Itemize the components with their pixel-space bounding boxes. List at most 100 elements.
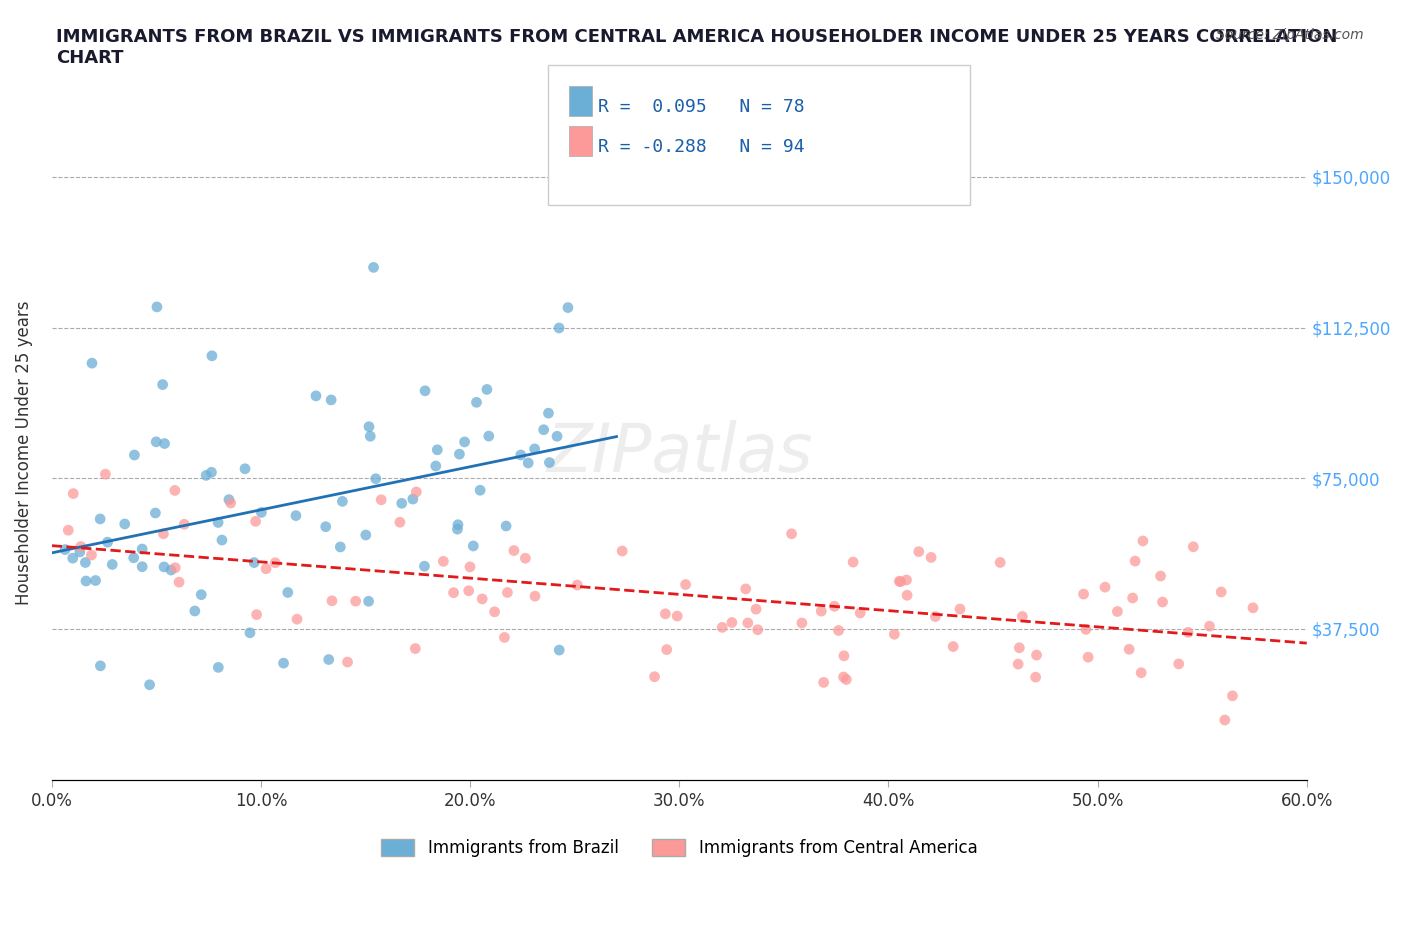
Point (58, 523, 80, 538)
Point (388, 515, 411, 530)
Point (160, 563, 183, 578)
Point (405, 485, 427, 499)
Point (920, 550, 942, 565)
Point (747, 622, 769, 637)
Point (357, 594, 380, 609)
Point (124, 447, 146, 462)
Text: R = -0.288   N = 94: R = -0.288 N = 94 (598, 138, 804, 155)
Point (152, 526, 174, 541)
Point (896, 588, 918, 603)
Point (153, 436, 176, 451)
Point (889, 574, 911, 589)
Point (329, 539, 352, 554)
Point (813, 675, 835, 690)
Point (131, 541, 153, 556)
Point (184, 604, 207, 618)
Point (523, 442, 546, 457)
Point (533, 422, 555, 437)
Point (446, 522, 468, 537)
Point (62, 486, 84, 501)
Point (942, 639, 965, 654)
Point (153, 560, 176, 575)
Point (69, 544, 91, 559)
Point (509, 447, 531, 462)
Point (354, 527, 377, 542)
Point (1025, 647, 1047, 662)
Point (94, 467, 117, 482)
Point (246, 607, 269, 622)
Point (207, 660, 229, 675)
Point (138, 677, 160, 692)
Y-axis label: Householder Income Under 25 years: Householder Income Under 25 years (15, 301, 32, 605)
Point (889, 574, 911, 589)
Point (457, 583, 479, 598)
Point (496, 585, 519, 600)
Point (835, 672, 858, 687)
Point (250, 505, 273, 520)
Point (780, 526, 803, 541)
Point (211, 533, 233, 548)
Point (62, 551, 84, 565)
Point (96, 535, 118, 550)
Point (167, 575, 190, 590)
Point (1222, 688, 1244, 703)
Point (207, 515, 229, 530)
Point (827, 623, 849, 638)
Point (883, 627, 905, 642)
Point (1130, 665, 1153, 680)
Point (364, 472, 387, 486)
Text: ZIPatlas: ZIPatlas (546, 420, 813, 486)
Point (413, 383, 436, 398)
Point (200, 465, 222, 480)
Point (426, 443, 449, 458)
Point (949, 602, 972, 617)
Point (131, 559, 153, 574)
Point (548, 643, 571, 658)
Point (332, 494, 354, 509)
Point (1123, 553, 1146, 568)
Point (484, 604, 506, 619)
Point (711, 620, 734, 635)
Point (471, 591, 494, 606)
Point (475, 382, 498, 397)
Point (80, 548, 103, 563)
Point (1132, 534, 1154, 549)
Point (239, 625, 262, 640)
Point (145, 434, 167, 449)
Point (336, 655, 359, 670)
Point (218, 492, 240, 507)
Point (478, 429, 501, 444)
Point (233, 461, 256, 476)
Point (832, 648, 855, 663)
Text: R =  0.095   N = 78: R = 0.095 N = 78 (598, 98, 804, 115)
Point (557, 300, 579, 315)
Point (1107, 604, 1129, 619)
Point (453, 434, 475, 449)
Point (370, 492, 392, 507)
Point (988, 555, 1011, 570)
Point (122, 551, 145, 565)
Point (321, 593, 343, 608)
Point (80, 355, 103, 370)
Text: Source: ZipAtlas.com: Source: ZipAtlas.com (1216, 28, 1364, 42)
Point (75, 555, 97, 570)
Point (924, 609, 946, 624)
Point (463, 538, 485, 553)
Point (1077, 650, 1099, 665)
Point (1025, 670, 1047, 684)
Point (284, 508, 307, 523)
Text: IMMIGRANTS FROM BRAZIL VS IMMIGRANTS FROM CENTRAL AMERICA HOUSEHOLDER INCOME UND: IMMIGRANTS FROM BRAZIL VS IMMIGRANTS FRO… (56, 28, 1337, 67)
Point (449, 446, 471, 461)
Point (277, 585, 299, 600)
Point (152, 378, 174, 392)
Point (548, 321, 571, 336)
Point (1011, 609, 1033, 624)
Point (114, 516, 136, 531)
Point (655, 642, 678, 657)
Point (1122, 591, 1144, 605)
Point (612, 544, 634, 559)
Point (173, 517, 195, 532)
Point (1198, 618, 1220, 633)
Point (1149, 568, 1171, 583)
Point (1182, 539, 1205, 554)
